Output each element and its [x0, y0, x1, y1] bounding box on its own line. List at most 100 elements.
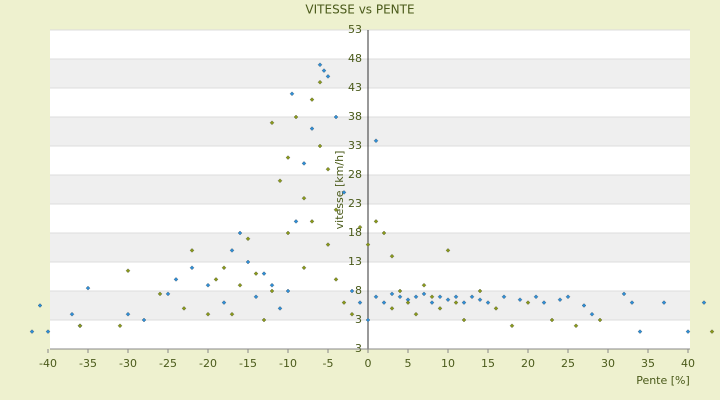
point	[245, 236, 251, 242]
point	[221, 265, 227, 271]
point	[389, 253, 395, 259]
x-axis-title: Pente [%]	[636, 374, 690, 387]
point	[661, 300, 667, 305]
point	[349, 288, 355, 294]
point	[29, 329, 35, 334]
point	[621, 291, 627, 297]
y-tick-label: 8	[355, 284, 362, 297]
point	[245, 259, 251, 265]
point	[141, 317, 147, 323]
point	[309, 126, 315, 131]
point	[37, 303, 43, 308]
y-tick-label: 48	[348, 52, 362, 65]
point	[637, 329, 643, 334]
point	[77, 323, 83, 329]
point	[557, 297, 563, 302]
point	[293, 114, 299, 120]
point	[461, 300, 467, 305]
point	[541, 300, 547, 305]
point	[213, 277, 219, 282]
point	[317, 79, 323, 85]
x-tick-label: -25	[159, 357, 177, 370]
point	[301, 265, 307, 271]
y-tick-label: 28	[348, 168, 362, 181]
point	[685, 329, 691, 334]
y-tick-label: 18	[348, 226, 362, 239]
point	[229, 248, 235, 253]
point	[389, 291, 395, 297]
point	[365, 317, 371, 323]
point	[421, 291, 427, 297]
point	[453, 300, 459, 305]
point	[445, 248, 451, 253]
x-tick-label: 35	[641, 357, 655, 370]
point	[525, 300, 531, 305]
point	[293, 219, 299, 224]
point	[573, 323, 579, 329]
point	[565, 294, 571, 300]
point	[629, 300, 635, 305]
y-tick-label: 53	[348, 23, 362, 36]
point	[325, 74, 331, 79]
point	[549, 317, 555, 323]
point	[317, 62, 323, 68]
point	[333, 207, 339, 213]
point	[437, 306, 443, 311]
point	[69, 311, 75, 317]
grid-band	[50, 175, 690, 204]
point	[581, 303, 587, 308]
point	[373, 138, 379, 143]
x-tick-label: -10	[279, 357, 297, 370]
point	[437, 294, 443, 300]
point	[381, 230, 387, 236]
point	[357, 300, 363, 305]
point	[365, 242, 371, 247]
y-axis-title: vitesse [km/h]	[333, 151, 346, 230]
point	[477, 288, 483, 294]
x-tick-label: 20	[521, 357, 535, 370]
point	[289, 91, 295, 97]
x-tick-label: 10	[441, 357, 455, 370]
point	[517, 297, 523, 302]
point	[701, 300, 707, 305]
point	[413, 311, 419, 317]
point	[221, 300, 227, 305]
x-tick-label: -30	[119, 357, 137, 370]
y-tick-label: 33	[348, 139, 362, 152]
x-tick-label: 40	[681, 357, 695, 370]
point	[453, 294, 459, 300]
point	[509, 323, 515, 329]
point	[205, 282, 211, 288]
point	[333, 277, 339, 282]
point	[285, 288, 291, 294]
point	[477, 297, 483, 302]
point	[381, 300, 387, 305]
point	[429, 300, 435, 305]
y-tick-label: 3	[355, 313, 362, 326]
point	[237, 230, 243, 236]
chart-title: VITESSE vs PENTE	[305, 3, 414, 17]
point	[117, 323, 123, 329]
point	[85, 285, 91, 291]
point	[421, 282, 427, 288]
point	[469, 294, 475, 300]
point	[445, 297, 451, 302]
grid-band	[50, 117, 690, 146]
point	[301, 195, 307, 201]
point	[253, 271, 259, 276]
point	[501, 294, 507, 300]
point	[309, 219, 315, 224]
x-tick-label: -40	[39, 357, 57, 370]
point	[189, 248, 195, 253]
grid-band	[50, 233, 690, 262]
point	[373, 294, 379, 300]
point	[493, 306, 499, 311]
point	[413, 294, 419, 300]
point	[229, 311, 235, 317]
point	[333, 114, 339, 120]
point	[205, 311, 211, 317]
point	[125, 268, 131, 273]
point	[485, 300, 491, 305]
x-tick-label: 0	[365, 357, 372, 370]
